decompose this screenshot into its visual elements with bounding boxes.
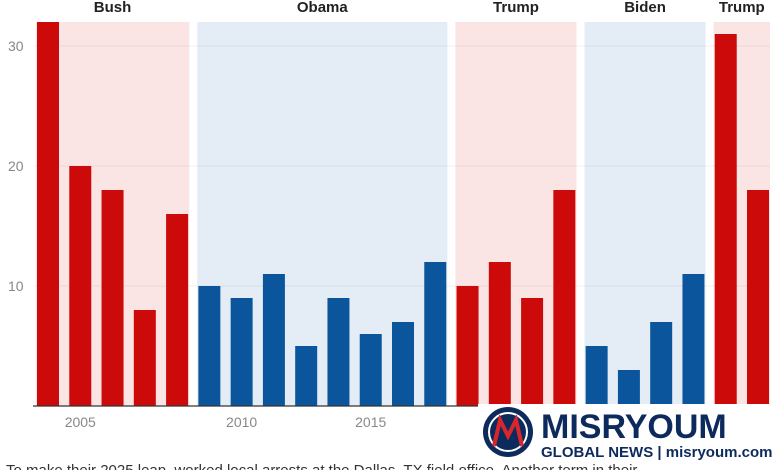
bar — [69, 166, 92, 406]
period-label: Obama — [297, 0, 349, 16]
bar — [424, 262, 447, 406]
bar — [521, 298, 544, 406]
bar — [327, 298, 350, 406]
bar — [230, 298, 253, 406]
bar — [682, 274, 705, 406]
tagline: GLOBAL NEWS | misryoum.com — [541, 444, 772, 461]
grid — [33, 45, 770, 287]
logo-ring — [488, 412, 528, 452]
bar — [166, 214, 189, 406]
bar — [714, 34, 737, 406]
bar — [456, 286, 479, 406]
bar — [747, 190, 769, 406]
y-tick-label: 30 — [8, 38, 24, 54]
bar — [553, 190, 576, 406]
bar — [392, 322, 414, 406]
bar — [585, 346, 608, 406]
bar — [198, 286, 221, 406]
period-label: Trump — [493, 0, 539, 16]
x-tick-label: 2015 — [355, 414, 386, 430]
bar — [133, 310, 156, 406]
y-tick-label: 10 — [8, 278, 24, 294]
brand: MISRYOUM — [541, 408, 727, 446]
watermark: MISRYOUM GLOBAL NEWS | misryoum.com — [478, 404, 780, 464]
y-tick-label: 20 — [8, 158, 24, 174]
bar — [262, 274, 285, 406]
bars — [37, 22, 769, 406]
bar — [101, 190, 124, 406]
x-tick-label: 2005 — [65, 414, 96, 430]
period-label: Trump — [719, 0, 765, 16]
bar — [650, 322, 673, 406]
bar — [359, 334, 382, 406]
bar — [488, 262, 511, 406]
bar — [617, 370, 640, 406]
period-label: Bush — [94, 0, 132, 16]
labels: 10 20 30 Bush 2005 Obama 2010 2015 Trump Biden Tru… — [8, 0, 765, 430]
caption: To make their 2025 leap, worked local ar… — [6, 462, 637, 470]
x-tick-label: 2010 — [226, 414, 257, 430]
bar — [37, 22, 59, 406]
period-label: Biden — [624, 0, 666, 16]
logo-m — [492, 414, 524, 447]
bar — [295, 346, 318, 406]
